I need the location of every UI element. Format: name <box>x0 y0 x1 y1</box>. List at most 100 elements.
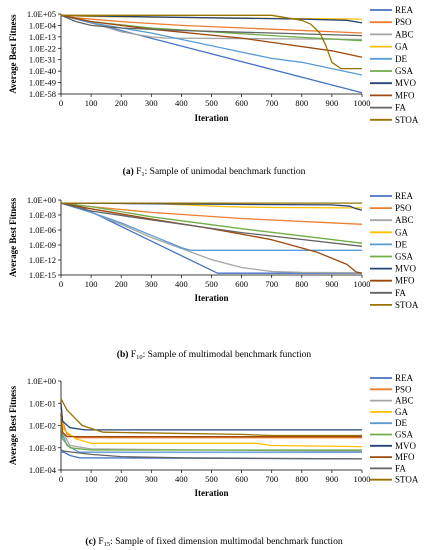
series-line-fa <box>60 14 363 37</box>
y-tick-label: 1.0E+00 <box>27 376 56 386</box>
legend-label-ga: GA <box>395 42 408 52</box>
x-tick-label: 800 <box>295 279 308 289</box>
y-tick-label: 1.0E-22 <box>29 43 56 53</box>
x-tick-label: 700 <box>265 279 278 289</box>
legend-label-abc: ABC <box>395 215 414 225</box>
series-line-ga <box>60 409 363 448</box>
legend-label-abc: ABC <box>395 29 414 39</box>
series-line-mfo <box>60 14 363 58</box>
legend-label-mfo: MFO <box>395 90 415 100</box>
legend-label-mvo: MVO <box>395 441 417 451</box>
series-line-fa <box>60 202 363 247</box>
series-line-mvo <box>60 14 363 24</box>
legend-label-abc: ABC <box>395 396 414 406</box>
x-tick-label: 100 <box>85 279 98 289</box>
caption-c: (c) F15: Sample of fixed dimension multi… <box>85 536 342 548</box>
legend-label-fa: FA <box>395 288 406 298</box>
x-tick-label: 300 <box>145 474 158 484</box>
y-tick-label: 1.0E-40 <box>29 66 56 76</box>
y-tick-label: 1.0E+05 <box>27 9 56 19</box>
series-line-gsa <box>60 202 363 244</box>
x-tick-label: 800 <box>295 98 308 108</box>
series-line-gsa <box>60 421 362 451</box>
legend-label-pso: PSO <box>395 17 412 27</box>
legend-label-ga: GA <box>395 407 408 417</box>
y-tick-label: 1.0E-04 <box>29 20 57 30</box>
x-tick-label: 0 <box>59 279 63 289</box>
x-tick-label: 0 <box>59 98 63 108</box>
x-tick-label: 500 <box>205 474 218 484</box>
legend-label-stoa: STOA <box>395 300 419 310</box>
x-tick-label: 700 <box>265 98 278 108</box>
x-tick-label: 600 <box>235 98 248 108</box>
x-axis-label: Iteration <box>195 293 229 303</box>
x-tick-label: 1000 <box>354 279 371 289</box>
series-line-mfo <box>60 202 363 274</box>
series-line-stoa <box>61 14 362 70</box>
x-tick-label: 900 <box>326 98 339 108</box>
y-tick-label: 1.0E-13 <box>29 32 56 42</box>
series-line-de <box>60 202 362 251</box>
x-tick-label: 300 <box>145 279 158 289</box>
chart-b-multimodal: 0 100 200 300 400 500 600 700 800 900 1000 1.0E+00 1… <box>8 191 419 310</box>
x-tick-label: 800 <box>295 474 308 484</box>
x-tick-label: 500 <box>205 98 218 108</box>
x-tick-label: 200 <box>115 474 128 484</box>
y-tick-label: 1.0E-58 <box>29 89 56 99</box>
legend-label-rea: REA <box>395 191 414 201</box>
x-tick-label: 700 <box>265 474 278 484</box>
chart-a-unimodal: 0 100 200 300 400 500 600 700 800 900 10001.0E+051… <box>8 5 419 125</box>
x-tick-label: 1000 <box>354 474 371 484</box>
y-tick-label: 1.0E-04 <box>29 465 57 475</box>
x-tick-label: 400 <box>175 279 188 289</box>
series-line-de <box>60 14 363 76</box>
legend-label-de: DE <box>395 239 407 249</box>
legend-label-pso: PSO <box>395 203 412 213</box>
legend-label-mvo: MVO <box>395 78 417 88</box>
series-line-mfo <box>60 414 362 438</box>
y-tick-label: 1.0E+00 <box>27 195 56 205</box>
y-tick-label: 1.0E-02 <box>29 421 56 431</box>
series-line-stoa <box>60 398 362 437</box>
x-tick-label: 300 <box>145 98 158 108</box>
x-tick-label: 600 <box>235 474 248 484</box>
legend-label-pso: PSO <box>395 384 412 394</box>
series-line-fa <box>60 449 363 460</box>
x-tick-label: 100 <box>85 474 98 484</box>
legend-label-rea: REA <box>395 5 414 15</box>
legend-label-de: DE <box>395 54 407 64</box>
legend-label-mfo: MFO <box>395 276 415 286</box>
y-axis-label: Average Best Fitness <box>8 14 18 94</box>
legend-label-de: DE <box>395 418 407 428</box>
y-tick-label: 1.0E-06 <box>29 225 56 235</box>
legend-label-stoa: STOA <box>395 475 419 485</box>
y-tick-label: 1.0E-31 <box>29 55 56 65</box>
y-tick-label: 1.0E-15 <box>29 270 56 280</box>
x-axis-label: Iteration <box>195 488 229 498</box>
legend-label-fa: FA <box>395 463 406 473</box>
x-tick-label: 500 <box>205 279 218 289</box>
x-tick-label: 900 <box>326 279 339 289</box>
y-axis-label: Average Best Fitness <box>8 385 18 465</box>
x-tick-label: 1000 <box>354 98 371 108</box>
y-tick-label: 1.0E-03 <box>29 443 56 453</box>
legend-label-gsa: GSA <box>395 66 414 76</box>
series-line-mvo <box>60 403 362 431</box>
legend-label-rea: REA <box>395 373 414 383</box>
legend-label-gsa: GSA <box>395 252 414 262</box>
y-tick-label: 1.0E-12 <box>29 255 56 265</box>
x-tick-label: 0 <box>59 474 63 484</box>
y-axis-label: Average Best Fitness <box>8 197 18 277</box>
x-tick-label: 900 <box>326 474 339 484</box>
caption-a: (a) F1: Sample of unimodal benchmark fun… <box>123 166 306 178</box>
legend-label-mfo: MFO <box>395 452 415 462</box>
x-tick-label: 600 <box>235 279 248 289</box>
x-axis-label: Iteration <box>195 113 229 123</box>
legend-label-gsa: GSA <box>395 430 414 440</box>
caption-b: (b) F10: Sample of multimodal benchmark … <box>117 349 312 361</box>
y-tick-label: 1.0E-01 <box>29 398 56 408</box>
